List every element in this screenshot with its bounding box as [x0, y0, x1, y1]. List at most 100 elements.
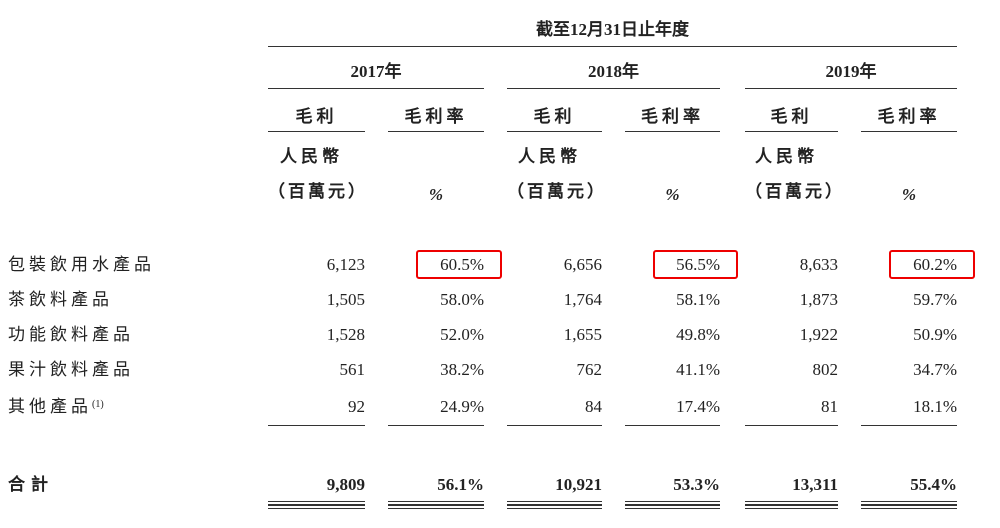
highlight [416, 250, 502, 279]
rule [745, 508, 838, 509]
rule [861, 131, 957, 132]
cell: 84 [585, 397, 602, 416]
cell: 1,528 [326, 325, 365, 344]
period: 截至12月31日止年度 [536, 20, 689, 39]
rule [745, 131, 838, 132]
rule [745, 504, 838, 506]
currency: 人民幣 [755, 147, 818, 166]
rule [268, 508, 365, 509]
rule [861, 425, 957, 426]
rule [507, 131, 602, 132]
cell: 56.5% [676, 255, 720, 274]
cell: 34.7% [913, 360, 957, 379]
cell: 561 [339, 360, 366, 379]
column-header: 毛利率 [877, 107, 941, 126]
cell: 52.0% [440, 325, 484, 344]
cell: 6,123 [326, 255, 365, 274]
row-label: 茶飲料產品 [8, 290, 113, 309]
rule [861, 504, 957, 506]
rule [625, 425, 720, 426]
cell: 1,873 [799, 290, 838, 309]
cell: 1,655 [563, 325, 602, 344]
rule [745, 88, 957, 89]
total-cell: 9,809 [326, 475, 365, 494]
column-header: 毛利 [295, 107, 338, 126]
footnote: (1) [92, 399, 104, 410]
rule [388, 504, 484, 506]
total-cell: 53.3% [673, 475, 720, 494]
rule [507, 504, 602, 506]
rule [268, 504, 365, 506]
rule [388, 131, 484, 132]
cell: 1,505 [326, 290, 365, 309]
rule [625, 508, 720, 509]
cell: 24.9% [440, 397, 484, 416]
unit: （百萬元） [507, 182, 607, 201]
rule [388, 425, 484, 426]
cell: 18.1% [913, 397, 957, 416]
column-header: 毛利率 [404, 107, 468, 126]
cell: 92 [348, 397, 365, 416]
currency: 人民幣 [280, 147, 343, 166]
cell: 1,764 [563, 290, 602, 309]
cell: 1,922 [799, 325, 838, 344]
year: 2018年 [588, 62, 639, 81]
cell: 762 [576, 360, 603, 379]
cell: 38.2% [440, 360, 484, 379]
highlight [889, 250, 975, 279]
total-cell: 10,921 [555, 475, 602, 494]
currency: 人民幣 [518, 147, 581, 166]
year: 2017年 [350, 62, 402, 81]
rule [268, 131, 365, 132]
unit: （百萬元） [268, 182, 368, 201]
cell: 50.9% [913, 325, 957, 344]
row-label: 功能飲料產品 [8, 325, 134, 344]
cell: 8,633 [799, 255, 838, 274]
rule [388, 501, 484, 502]
cell: 41.1% [676, 360, 720, 379]
rule [745, 501, 838, 502]
cell: 59.7% [913, 290, 957, 309]
cell: 802 [812, 360, 839, 379]
percent: % [428, 185, 444, 204]
rule [625, 131, 720, 132]
year: 2019年 [825, 62, 877, 81]
rule [507, 88, 720, 89]
total-label: 合計 [8, 475, 54, 494]
rule [625, 501, 720, 502]
cell: 60.5% [440, 255, 484, 274]
highlight [653, 250, 738, 279]
row-label: 包裝飲用水產品 [8, 255, 155, 274]
rule [268, 88, 484, 89]
percent: % [901, 185, 917, 204]
rule [268, 501, 365, 502]
row-label: 果汁飲料產品 [8, 360, 134, 379]
rule [507, 425, 602, 426]
unit: （百萬元） [745, 182, 845, 201]
cell: 81 [821, 397, 838, 416]
column-header: 毛利 [533, 107, 576, 126]
percent: % [665, 185, 680, 204]
column-header: 毛利 [770, 107, 813, 126]
cell: 60.2% [913, 255, 957, 274]
cell: 58.1% [676, 290, 720, 309]
rule [861, 508, 957, 509]
cell: 58.0% [440, 290, 484, 309]
rule [625, 504, 720, 506]
rule [745, 425, 838, 426]
rule [507, 501, 602, 502]
row-label: 其他產品 [8, 397, 92, 416]
total-cell: 13,311 [792, 475, 838, 494]
cell: 17.4% [676, 397, 720, 416]
cell: 6,656 [563, 255, 602, 274]
cell: 49.8% [676, 325, 720, 344]
total-cell: 56.1% [437, 475, 484, 494]
rule [861, 501, 957, 502]
rule [268, 425, 365, 426]
rule [388, 508, 484, 509]
total-cell: 55.4% [910, 475, 957, 494]
rule [268, 46, 957, 47]
column-header: 毛利率 [641, 107, 704, 126]
rule [507, 508, 602, 509]
